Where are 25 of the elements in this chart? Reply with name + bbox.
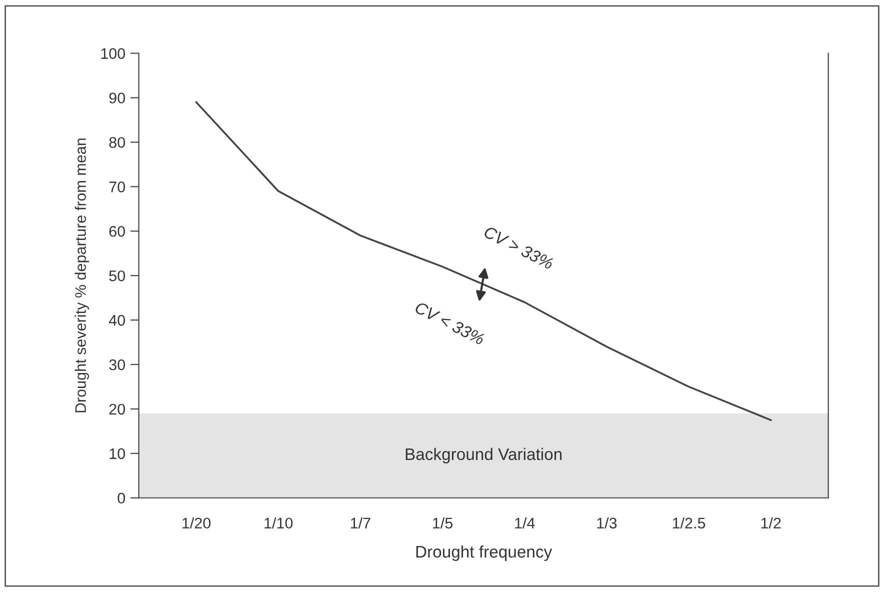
y-tick-label: 0 [118,492,125,504]
y-axis-title: Drought severity % departure from mean [74,138,89,412]
x-tick-label: 1/7 [350,517,370,529]
x-tick-label: 1/20 [182,517,211,529]
y-tick-label: 100 [101,48,125,59]
line-series [195,101,772,421]
x-tick-label: 1/2.5 [672,517,706,529]
x-tick-label: 1/3 [597,517,617,529]
y-tick-label: 90 [109,92,125,104]
y-tick-label: 60 [109,226,125,237]
x-tick-label: 1/2 [761,517,781,529]
annotation: CV < 33% [414,301,486,346]
y-tick-label: 10 [110,448,125,460]
y-tick-label: 70 [109,182,125,192]
y-tick-label: 20 [109,404,125,415]
x-tick-label: 1/10 [264,517,293,529]
band-label: Background Variation [406,448,562,464]
y-tick-label: 40 [108,314,125,326]
y-tick-label: 50 [109,270,125,282]
x-axis-title: Drought frequency [416,545,552,561]
x-tick-label: 1/4 [515,517,535,529]
y-tick-label: 30 [109,359,125,370]
y-tick-label: 80 [109,137,125,148]
annotation: CV > 33% [483,226,554,270]
x-tick-label: 1/5 [433,517,452,529]
